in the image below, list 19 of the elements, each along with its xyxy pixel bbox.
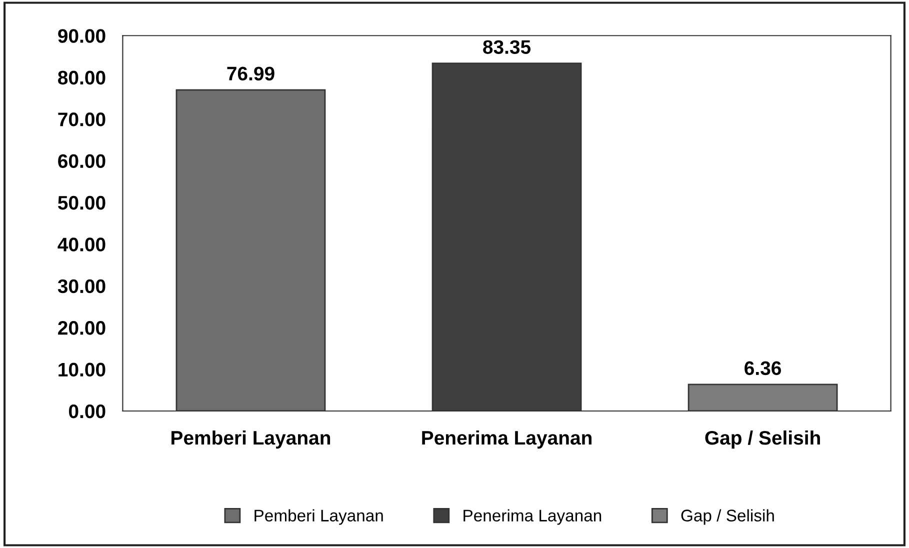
data-label: 6.36 [744,361,782,376]
y-tick-label: 0.00 [68,404,106,418]
x-tick-label: Penerima Layanan [422,430,592,449]
legend-label: Pemberi Layanan [254,509,383,525]
y-tick-label: 30.00 [58,279,106,294]
x-tick-label: Pemberi Layanan [172,430,330,449]
data-label: 76.99 [227,66,274,80]
y-tick-label: 70.00 [58,112,106,126]
x-tick-label: Gap / Selisih [705,430,820,449]
legend-label: Penerima Layanan [464,509,602,525]
legend-label: Gap / Selisih [681,509,774,525]
y-tick-label: 20.00 [58,321,106,335]
y-tick-label: 40.00 [58,238,106,252]
y-tick-label: 80.00 [58,70,106,85]
y-tick-label: 10.00 [58,362,106,377]
y-tick-label: 60.00 [58,154,106,168]
y-tick-label: 50.00 [58,196,106,210]
y-tick-label: 90.00 [58,29,106,43]
data-label: 83.35 [483,40,531,54]
